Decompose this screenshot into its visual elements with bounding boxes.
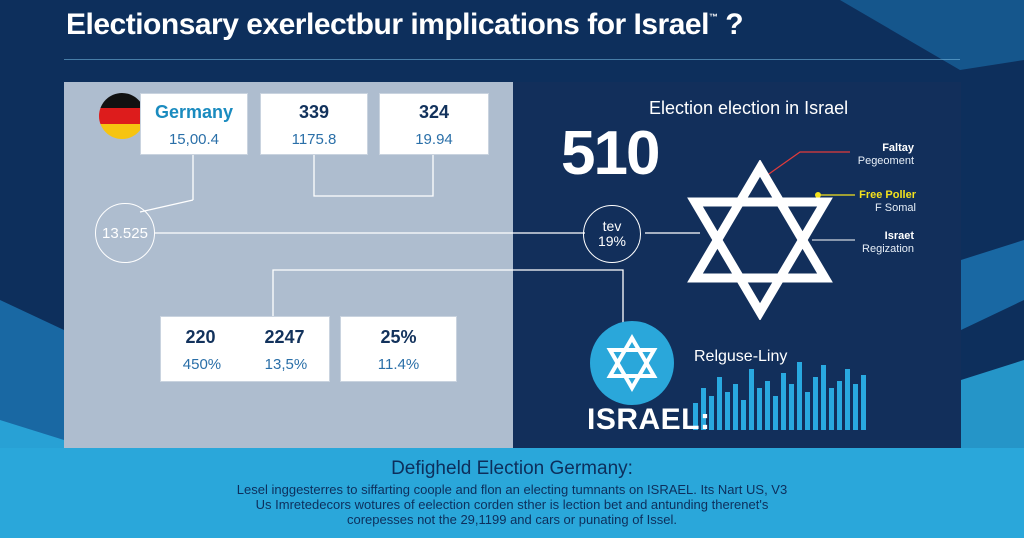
bar	[749, 369, 754, 430]
circle-value: 13.525	[102, 224, 148, 242]
circle-line2: 19%	[597, 233, 627, 249]
bar	[757, 388, 762, 430]
card-label: Germany	[154, 102, 234, 122]
card-label: 339	[298, 102, 330, 122]
value-circle: 13.525	[95, 203, 155, 263]
israel-label: ISRAEL:	[587, 403, 711, 436]
card-label: 324	[418, 102, 450, 122]
bar	[853, 384, 858, 430]
bar	[781, 373, 786, 430]
bar	[765, 381, 770, 430]
annotation-2: Free Poller F Somal	[859, 189, 916, 214]
stat-card-germany: Germany 15,00.4	[140, 93, 248, 155]
bar	[693, 403, 698, 430]
bar	[741, 400, 746, 430]
bar	[717, 377, 722, 430]
card-label: 2247	[264, 327, 305, 347]
germany-flag-icon	[99, 93, 145, 139]
star-of-david-badge-icon	[590, 321, 674, 405]
bar	[837, 381, 842, 430]
footer-title: Defigheld Election Germany:	[391, 458, 633, 479]
card-value: 11.4%	[377, 356, 420, 373]
bar	[813, 377, 818, 430]
stat-card: 339 1175.8	[260, 93, 368, 155]
bar	[797, 362, 802, 430]
card-label: 25%	[380, 327, 417, 347]
annotation-1: Faltay Pegeoment	[857, 142, 914, 167]
star-of-david-icon	[687, 160, 833, 320]
stat-card: 220 2247 450% 13,5%	[160, 316, 330, 382]
footer-band	[0, 448, 1024, 538]
bar	[773, 396, 778, 430]
card-value: 13,5%	[264, 356, 308, 373]
bar	[821, 365, 826, 430]
card-value: 15,00.4	[168, 131, 220, 148]
page-title: Electionsary exerlectbur implications fo…	[66, 8, 744, 41]
center-circle: tev 19%	[583, 205, 641, 263]
card-label: 220	[185, 327, 216, 347]
bar	[701, 388, 706, 430]
big-number: 510	[561, 119, 660, 188]
bar	[709, 396, 714, 430]
right-panel-title: Election election in Israel	[649, 98, 849, 118]
stat-card: 25% 11.4%	[340, 316, 457, 382]
bar	[805, 392, 810, 430]
circle-line1: tev	[602, 218, 622, 234]
stat-card: 324 19.94	[379, 93, 489, 155]
bar	[733, 384, 738, 430]
bar	[861, 375, 866, 430]
footer-text: Lesel inggesterres to siffarting coople …	[236, 482, 788, 527]
annotation-3: Israet Regization	[862, 230, 914, 255]
bar	[829, 388, 834, 430]
chart-title: Relguse-Liny	[694, 348, 788, 365]
card-value: 450%	[182, 356, 222, 373]
bar	[789, 384, 794, 430]
bar-chart	[693, 362, 866, 430]
bar	[845, 369, 850, 430]
bar	[725, 392, 730, 430]
card-value: 1175.8	[291, 131, 337, 148]
card-value: 19.94	[415, 131, 453, 148]
title-divider	[64, 59, 960, 60]
